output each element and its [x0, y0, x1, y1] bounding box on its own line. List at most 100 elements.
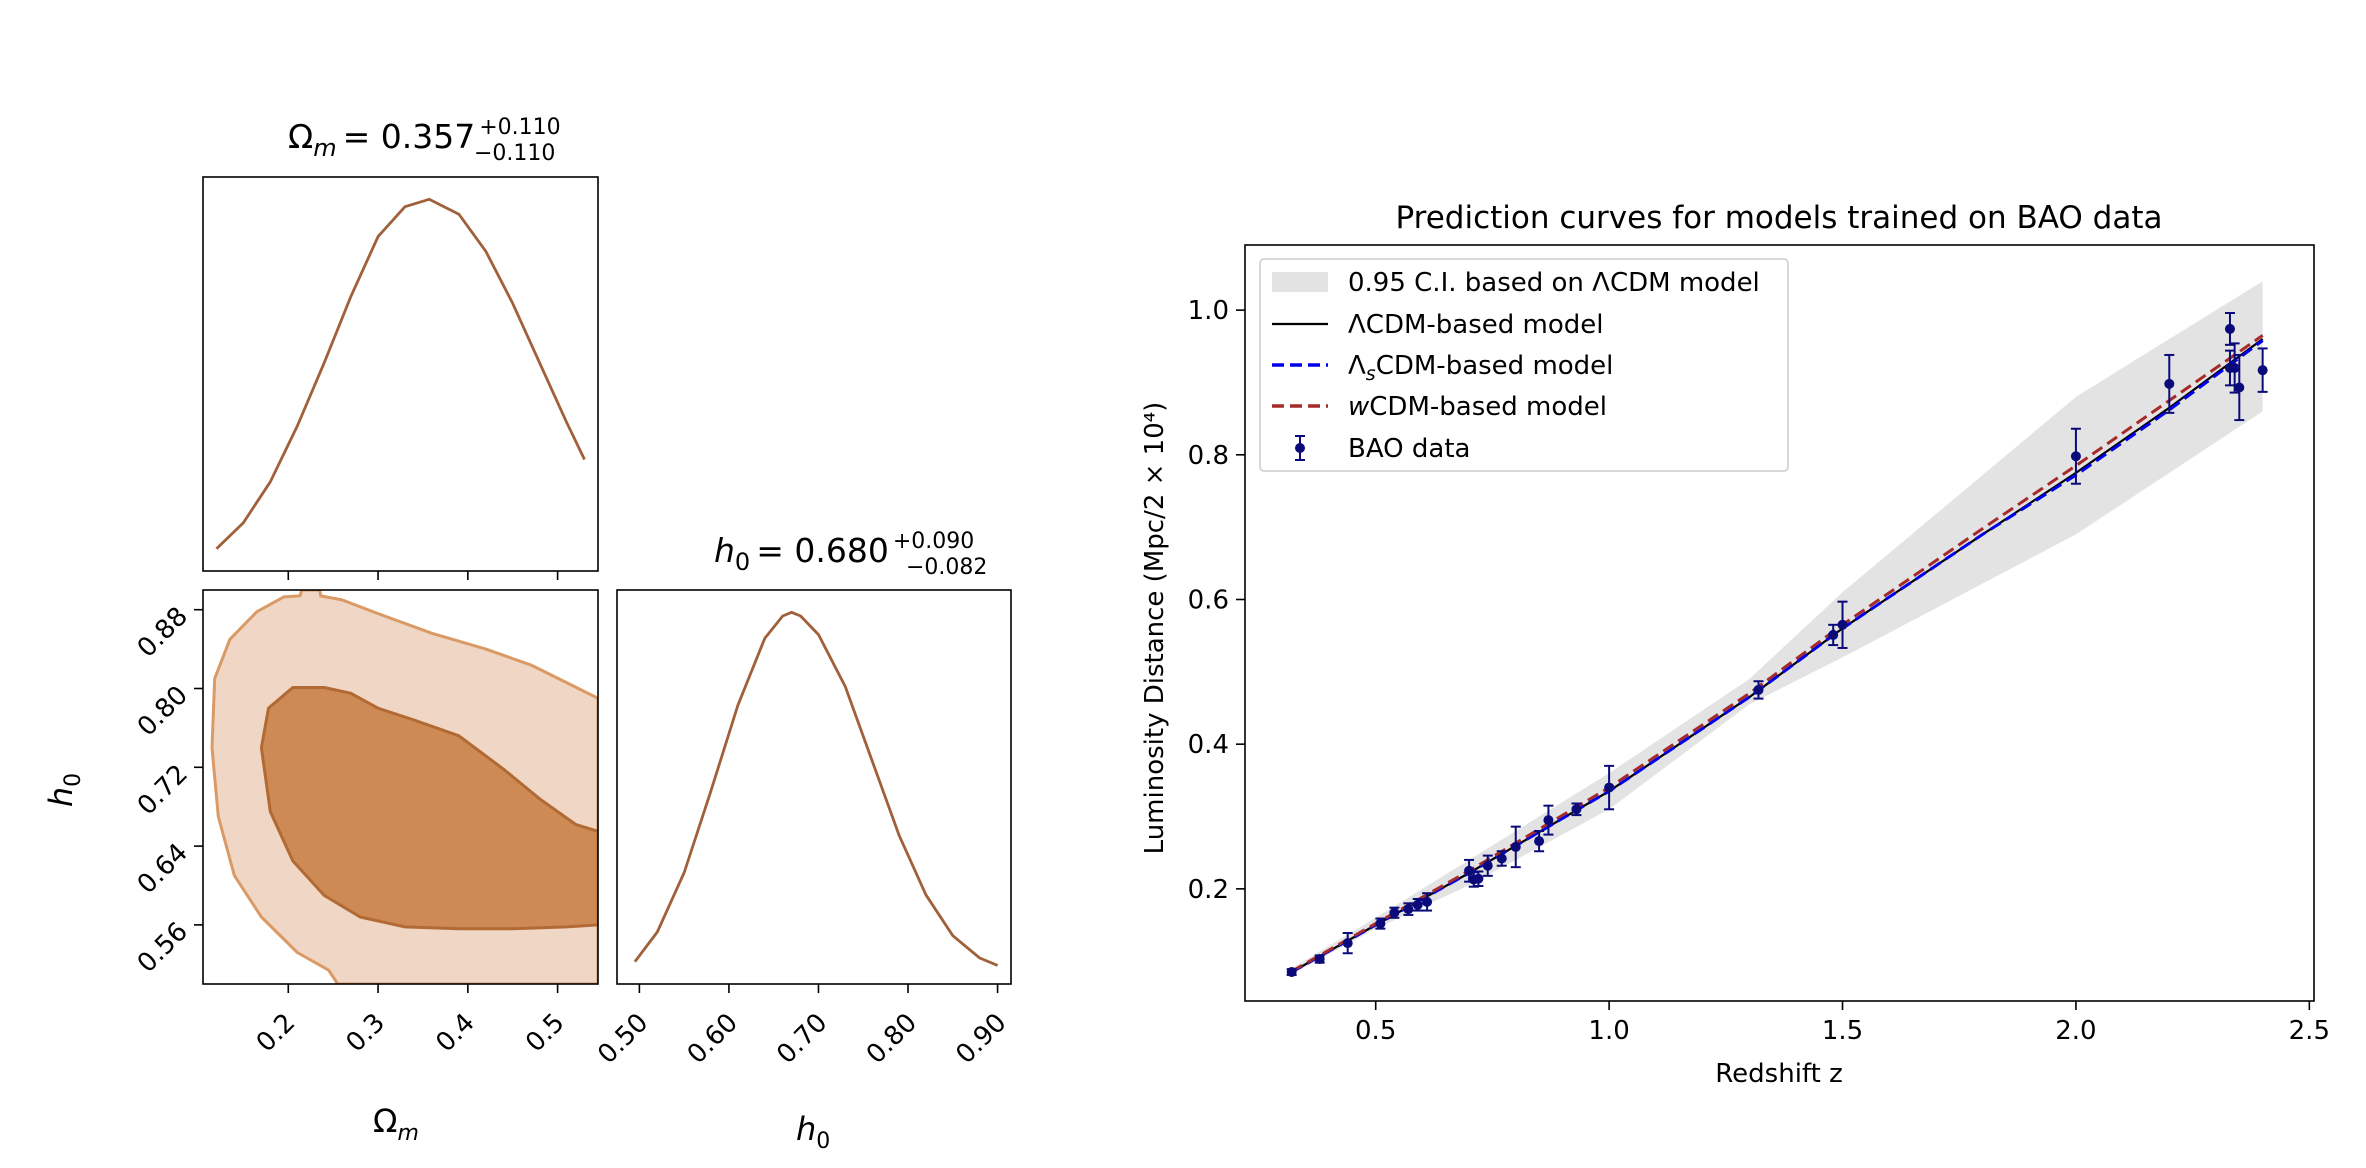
joint-xtick-label-2: 0.4: [430, 1008, 480, 1058]
bao-point-16: [1571, 804, 1582, 815]
bao-point-7: [1422, 896, 1433, 907]
omega-m-title-value: = 0.357: [343, 117, 476, 156]
bao-point-15: [1543, 815, 1554, 826]
prediction-xtick-label-3: 2.0: [2055, 1016, 2096, 1046]
bao-point-23: [2224, 323, 2235, 334]
bao-point-6: [1412, 899, 1423, 910]
joint-xtick-label-1: 0.3: [341, 1008, 391, 1058]
joint-ylabel-sub: 0: [61, 773, 86, 787]
prediction-ytick-label-2: 0.6: [1188, 585, 1229, 615]
bao-point-25: [2229, 362, 2240, 373]
omega-m-title-inf: −0.110: [474, 141, 555, 166]
bao-point-13: [1510, 841, 1521, 852]
bao-point-19: [1828, 629, 1839, 640]
h0-xlabel-sub: 0: [816, 1129, 830, 1154]
ci-band: [1291, 281, 2263, 975]
bao-point-26: [2234, 382, 2245, 393]
legend-bao-marker: [1295, 443, 1305, 453]
h0-title-inf: −0.082: [906, 555, 987, 580]
bao-point-21: [2070, 451, 2081, 462]
h0-xlabel-symbol: h: [796, 1110, 816, 1148]
joint-frame: [202, 589, 599, 985]
omega-m-marginal-title: Ωm = 0.357 +0.110 −0.110: [288, 115, 561, 166]
bao-point-14: [1534, 836, 1545, 847]
legend-wcdm-main: w: [1348, 392, 1370, 422]
h0-xtick-label-4: 0.90: [950, 1008, 1012, 1070]
joint-ylabel-symbol: h: [42, 787, 80, 807]
h0-title-value: = 0.680: [756, 531, 889, 570]
legend-lscdm-sub: s: [1366, 363, 1376, 385]
joint-ytick-label-0: 0.56: [132, 917, 194, 979]
prediction-xtick-label-2: 1.5: [1822, 1016, 1863, 1046]
bao-point-1: [1314, 954, 1325, 965]
h0-marginal-frame: [616, 589, 1012, 985]
bao-point-4: [1389, 907, 1400, 918]
joint-ytick-label-4: 0.88: [132, 601, 194, 663]
joint-xtick-label-3: 0.5: [520, 1008, 570, 1058]
prediction-xtick-label-0: 0.5: [1355, 1016, 1396, 1046]
joint-ytick-label-3: 0.80: [132, 680, 194, 742]
omega-m-title-sub: m: [313, 134, 336, 162]
contour-68-region: [259, 686, 598, 931]
prediction-ytick-label-3: 0.8: [1188, 441, 1229, 471]
prediction-title: Prediction curves for models trained on …: [1396, 200, 2163, 236]
omega-m-title-symbol: Ω: [288, 117, 313, 156]
h0-title-sup: +0.090: [893, 529, 974, 554]
series-line-2: [1290, 334, 2264, 973]
omega-m-density-curve: [215, 197, 586, 550]
joint-ytick-label-1: 0.64: [132, 838, 194, 900]
bao-point-11: [1482, 860, 1493, 871]
prediction-frame: [1244, 244, 2315, 1002]
joint-xlabel-symbol: Ω: [373, 1102, 397, 1140]
bao-point-3: [1375, 918, 1386, 929]
bao-point-10: [1473, 873, 1484, 884]
prediction-ytick-label-4: 1.0: [1188, 296, 1229, 326]
h0-xtick-label-2: 0.70: [771, 1008, 833, 1070]
prediction-plot-panel: 0.5 1.0 1.5 2.0 2.5 0.2 0.4 0.6 0.8 1.0: [1188, 244, 2330, 1046]
legend-wcdm-label: wCDM-based model: [1348, 392, 1607, 422]
h0-xtick-label-0: 0.50: [592, 1008, 654, 1070]
omega-m-title-sup: +0.110: [479, 115, 560, 140]
joint-contour-panel: 0.2 0.3 0.4 0.5 0.56 0.64 0.72 0.80 0.88: [132, 589, 599, 1058]
legend-ci-swatch: [1272, 272, 1328, 292]
joint-xlabel: Ωm: [373, 1102, 419, 1146]
legend-lcdm-label: ΛCDM-based model: [1348, 310, 1603, 340]
bao-point-8: [1464, 865, 1475, 876]
bao-point-27: [2257, 365, 2268, 376]
bao-point-22: [2164, 378, 2175, 389]
legend-frame: [1259, 258, 1789, 472]
h0-marginal-panel: 0.50 0.60 0.70 0.80 0.90: [592, 589, 1013, 1070]
omega-m-marginal-frame: [202, 176, 599, 572]
bao-point-0: [1286, 967, 1297, 978]
legend-lscdm-label: ΛsCDM-based model: [1348, 351, 1613, 385]
prediction-xlabel: Redshift z: [1715, 1059, 1842, 1089]
joint-contours: [210, 590, 598, 984]
prediction-ylabel: Luminosity Distance (Mpc/2 × 10⁴): [1140, 402, 1170, 855]
legend-lscdm-rest: CDM-based model: [1376, 351, 1614, 381]
h0-density-curve: [633, 610, 999, 967]
bao-point-17: [1604, 782, 1615, 793]
omega-m-marginal-panel: [202, 176, 599, 580]
legend-lscdm-main: Λ: [1348, 351, 1366, 381]
prediction-ytick-label-1: 0.4: [1188, 730, 1229, 760]
legend-wcdm-rest: CDM-based model: [1369, 392, 1607, 422]
h0-title-sub: 0: [735, 548, 750, 576]
h0-xlabel: h0: [796, 1110, 830, 1154]
h0-xtick-label-1: 0.60: [682, 1008, 744, 1070]
h0-marginal-title: h0 = 0.680 +0.090 −0.082: [714, 529, 987, 580]
bao-point-5: [1403, 904, 1414, 915]
bao-point-12: [1496, 853, 1507, 864]
prediction-xtick-label-1: 1.0: [1588, 1016, 1629, 1046]
h0-xtick-label-3: 0.80: [861, 1008, 923, 1070]
joint-xtick-label-0: 0.2: [251, 1008, 301, 1058]
prediction-xtick-label-4: 2.5: [2289, 1016, 2330, 1046]
h0-title-symbol: h: [714, 531, 735, 570]
legend-ci-label: 0.95 C.I. based on ΛCDM model: [1348, 268, 1760, 298]
legend-bao-label: BAO data: [1348, 434, 1470, 464]
bao-point-20: [1837, 619, 1848, 630]
joint-xlabel-sub: m: [397, 1121, 418, 1146]
bao-point-18: [1753, 684, 1764, 695]
prediction-ytick-label-0: 0.2: [1188, 875, 1229, 905]
joint-ylabel: h0: [42, 773, 86, 807]
